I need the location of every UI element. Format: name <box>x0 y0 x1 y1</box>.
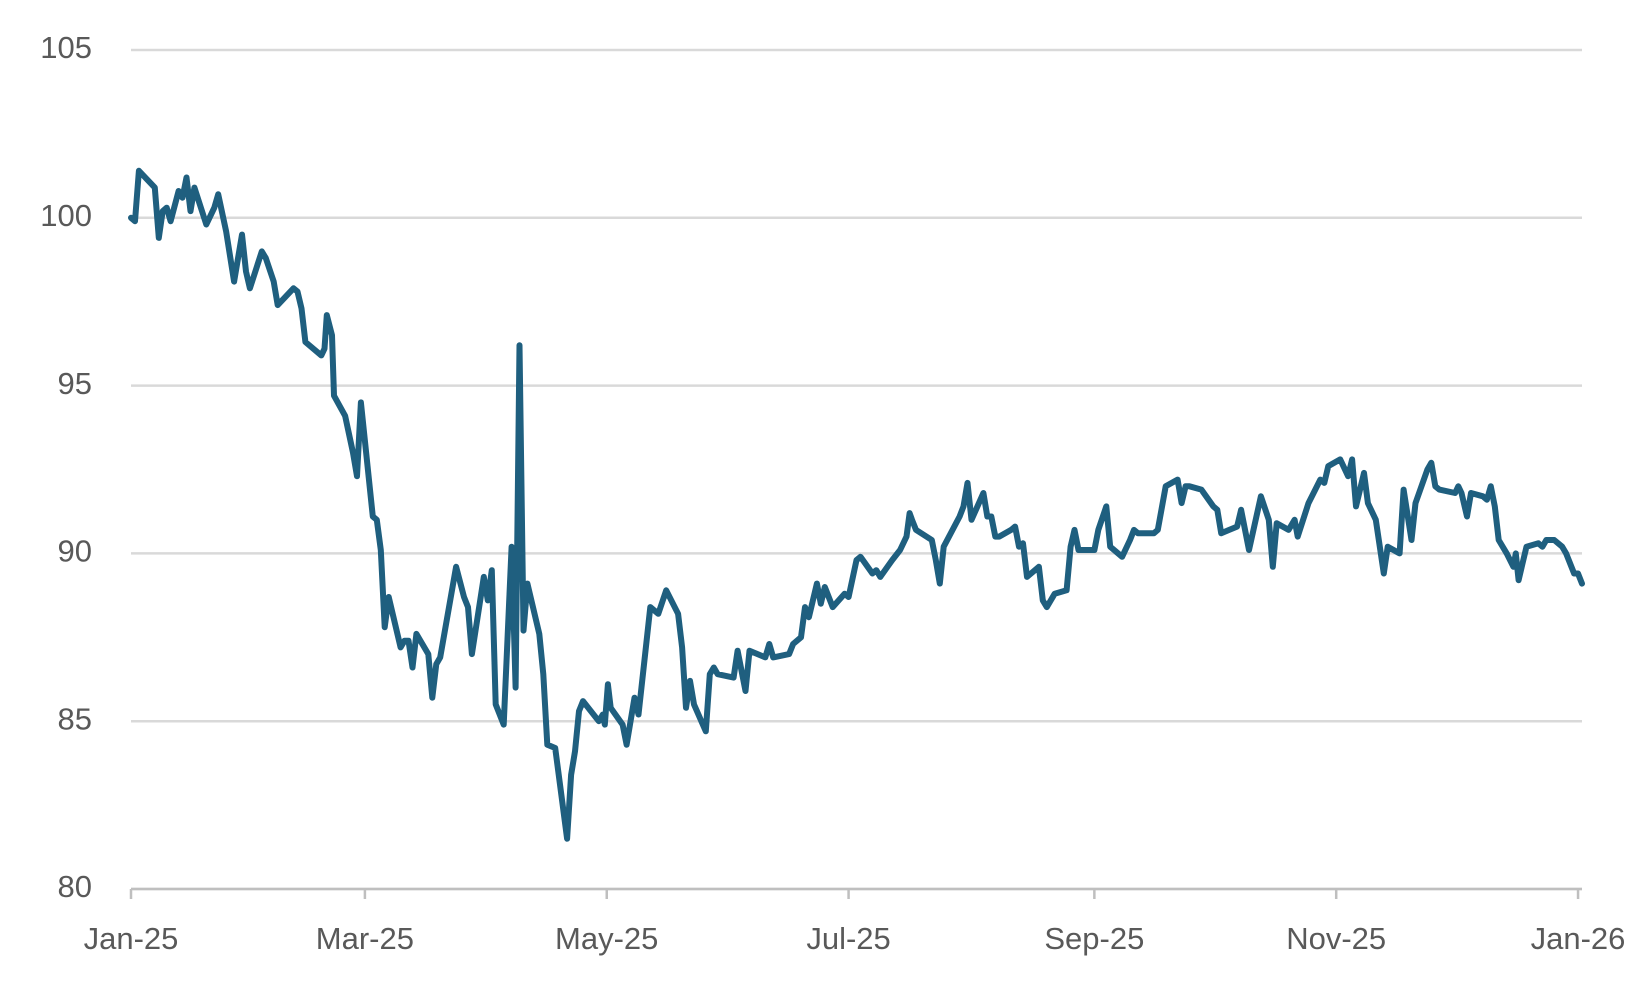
y-tick-label: 100 <box>40 198 92 233</box>
y-tick-label: 95 <box>58 366 92 401</box>
x-tick-label: Mar-25 <box>316 921 414 956</box>
x-tick-label: Sep-25 <box>1044 921 1144 956</box>
y-tick-label: 80 <box>58 869 92 904</box>
x-tick-label: May-25 <box>555 921 658 956</box>
x-tick-label: Jan-26 <box>1531 921 1626 956</box>
y-tick-label: 90 <box>58 534 92 569</box>
x-tick-label: Jul-25 <box>806 921 890 956</box>
y-tick-label: 85 <box>58 701 92 736</box>
y-tick-label: 105 <box>40 30 92 65</box>
x-tick-label: Nov-25 <box>1286 921 1386 956</box>
x-tick-label: Jan-25 <box>84 921 179 956</box>
price-line <box>128 167 1585 842</box>
